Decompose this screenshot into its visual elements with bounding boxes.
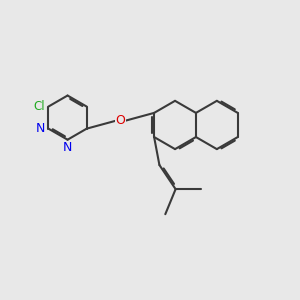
Text: Cl: Cl (33, 100, 45, 113)
Text: O: O (116, 114, 125, 127)
Text: N: N (63, 141, 72, 154)
Text: N: N (35, 122, 45, 135)
